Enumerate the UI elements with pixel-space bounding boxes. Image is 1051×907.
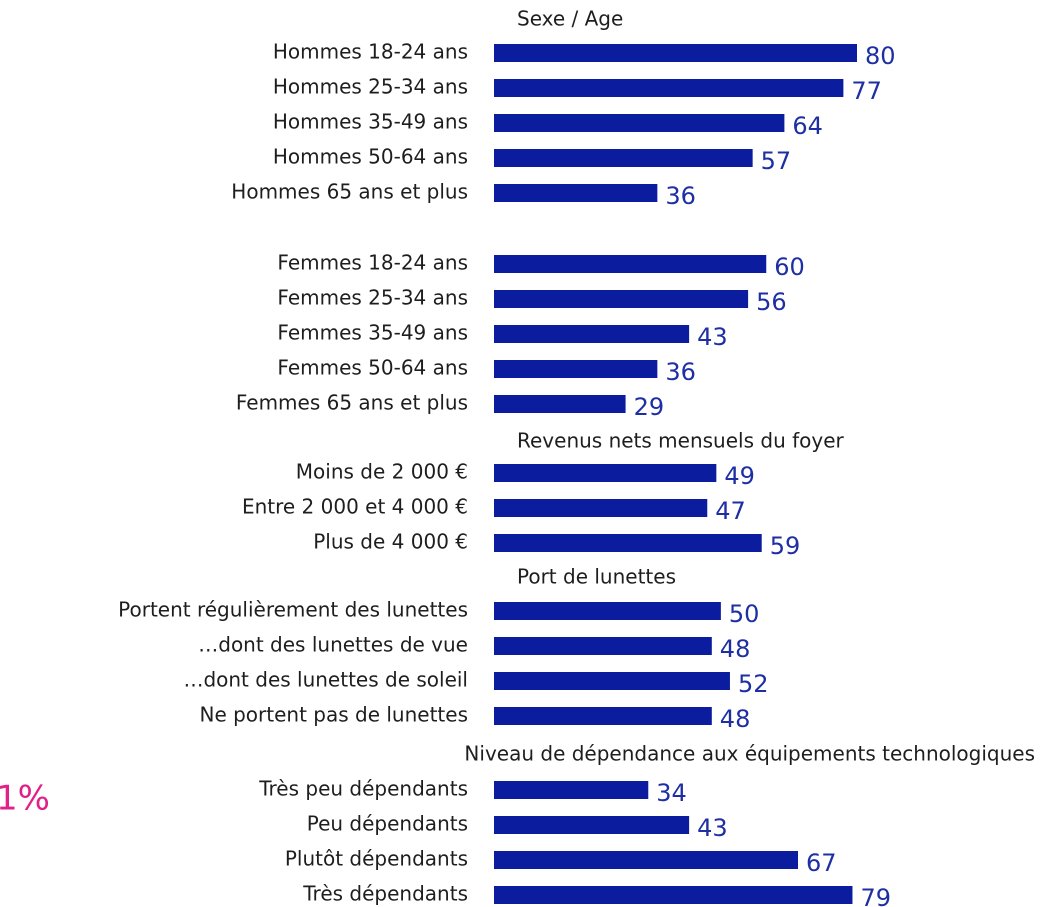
category-label: Plus de 4 000 € [313, 530, 468, 554]
value-label: 48 [720, 705, 751, 733]
category-label: Hommes 35-49 ans [273, 110, 468, 134]
category-label: Moins de 2 000 € [296, 460, 468, 484]
category-label: Hommes 25-34 ans [273, 75, 468, 99]
bar [494, 602, 721, 620]
category-label: Ne portent pas de lunettes [199, 703, 468, 727]
category-label: …dont des lunettes de vue [198, 633, 468, 657]
bar [494, 184, 658, 202]
bar [494, 816, 690, 834]
bar [494, 672, 730, 690]
category-label: Hommes 65 ans et plus [231, 180, 468, 204]
bar [494, 851, 799, 869]
category-label: Très peu dépendants [258, 777, 468, 801]
annotation: 1% [0, 779, 50, 819]
category-label: Hommes 50-64 ans [273, 145, 468, 169]
bar [494, 360, 658, 378]
value-label: 43 [697, 323, 728, 351]
value-label: 79 [860, 884, 891, 907]
value-label: 77 [851, 77, 882, 105]
group-title: Revenus nets mensuels du foyer [517, 429, 845, 453]
category-label: Plutôt dépendants [285, 847, 468, 871]
bar [494, 114, 785, 132]
category-label: Femmes 25-34 ans [277, 286, 468, 310]
category-label: Femmes 50-64 ans [277, 356, 468, 380]
value-label: 52 [738, 670, 769, 698]
value-label: 67 [806, 849, 837, 877]
value-label: 57 [761, 147, 792, 175]
value-label: 59 [770, 532, 801, 560]
value-label: 56 [756, 288, 787, 316]
value-label: 64 [792, 112, 823, 140]
value-label: 80 [865, 42, 896, 70]
category-label: Femmes 35-49 ans [277, 321, 468, 345]
bar [494, 534, 762, 552]
group-title: Niveau de dépendance aux équipements tec… [464, 742, 1035, 766]
bar [494, 395, 626, 413]
bar [494, 79, 844, 97]
category-label: Hommes 18-24 ans [273, 40, 468, 64]
bar [494, 149, 753, 167]
bar [494, 637, 712, 655]
value-label: 34 [656, 779, 687, 807]
bar [494, 886, 853, 904]
value-label: 29 [634, 393, 665, 421]
value-label: 36 [665, 358, 696, 386]
category-label: Peu dépendants [307, 812, 468, 836]
bar [494, 255, 767, 273]
group-title: Sexe / Age [517, 7, 623, 31]
category-label: Entre 2 000 et 4 000 € [242, 495, 468, 519]
category-label: Femmes 65 ans et plus [236, 391, 468, 415]
value-label: 48 [720, 635, 751, 663]
value-label: 49 [724, 462, 755, 490]
bar [494, 499, 708, 517]
category-label: Portent régulièrement des lunettes [118, 598, 468, 622]
bar [494, 707, 712, 725]
category-label: Très dépendants [302, 882, 468, 906]
bar [494, 290, 749, 308]
bar [494, 781, 649, 799]
bar [494, 464, 717, 482]
value-label: 36 [665, 182, 696, 210]
value-label: 47 [715, 497, 746, 525]
bar [494, 44, 857, 62]
group-title: Port de lunettes [517, 565, 676, 589]
category-label: …dont des lunettes de soleil [183, 668, 468, 692]
value-label: 43 [697, 814, 728, 842]
value-label: 60 [774, 253, 805, 281]
bar [494, 325, 690, 343]
value-label: 50 [729, 600, 760, 628]
category-label: Femmes 18-24 ans [277, 251, 468, 275]
